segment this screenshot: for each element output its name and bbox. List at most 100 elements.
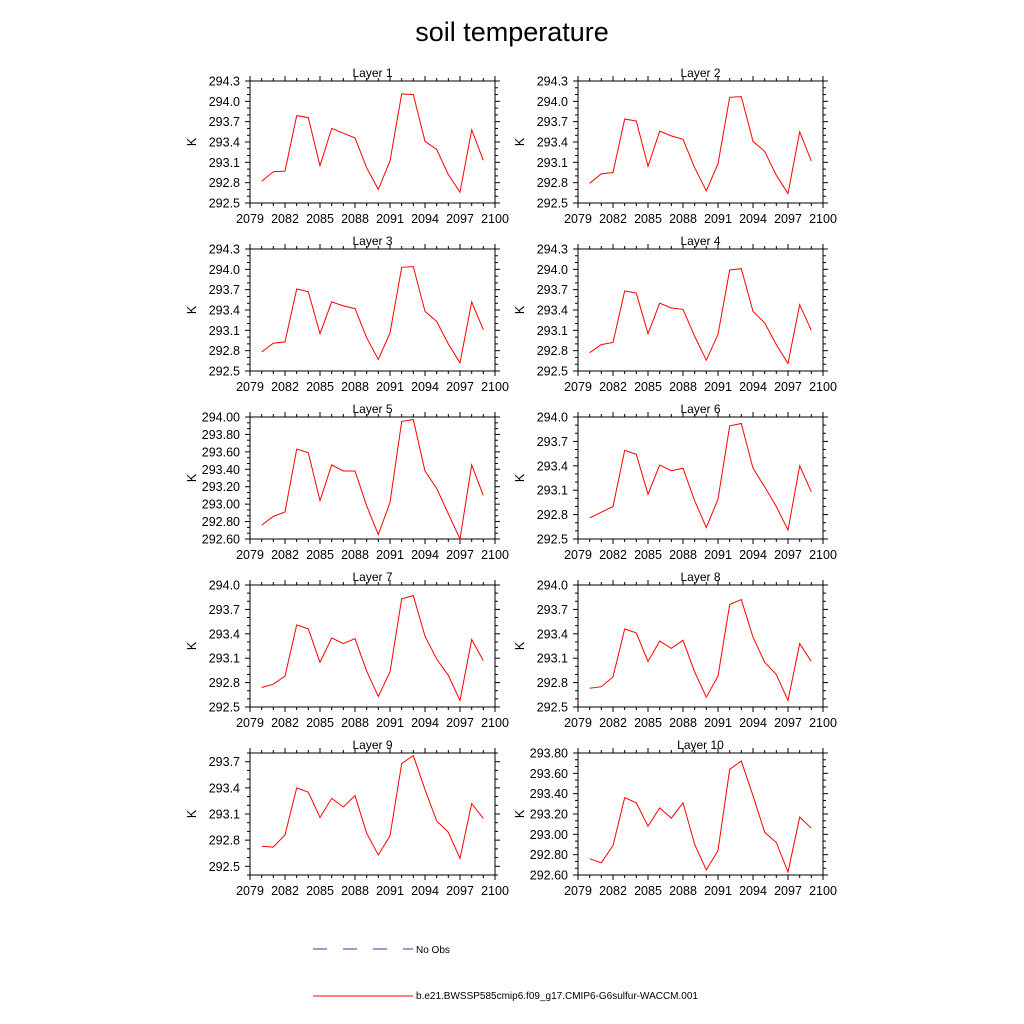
y-tick-label: 293.4 — [209, 136, 240, 150]
y-tick-label: 292.8 — [209, 176, 240, 190]
y-tick-label: 292.5 — [209, 860, 240, 874]
x-tick-label: 2082 — [599, 380, 627, 394]
x-tick-label: 2088 — [669, 380, 697, 394]
y-tick-label: 292.8 — [537, 176, 568, 190]
x-tick-label: 2085 — [634, 716, 662, 730]
x-tick-label: 2079 — [236, 548, 264, 562]
y-tick-label: 293.4 — [209, 627, 240, 641]
x-tick-label: 2091 — [376, 548, 404, 562]
series-line — [589, 598, 812, 703]
y-tick-label: 292.8 — [209, 676, 240, 690]
x-tick-label: 2097 — [774, 548, 802, 562]
x-tick-label: 2091 — [376, 380, 404, 394]
x-tick-label: 2079 — [564, 884, 592, 898]
x-tick-label: 2085 — [634, 380, 662, 394]
series-line — [589, 422, 812, 532]
y-tick-label: 294.3 — [209, 243, 240, 257]
series-line — [589, 268, 812, 365]
x-tick-label: 2082 — [271, 716, 299, 730]
x-tick-label: 2094 — [739, 380, 767, 394]
y-tick-label: 293.00 — [202, 498, 240, 512]
panel-title: Layer 8 — [680, 570, 720, 584]
x-tick-label: 2091 — [704, 716, 732, 730]
plot-frame — [249, 80, 496, 204]
panels: Layer 1 K 2079 2082 2085 2088 2091 2094 2097 2100… — [185, 66, 837, 898]
x-tick-label: 2091 — [704, 212, 732, 226]
y-axis-label: K — [513, 809, 527, 818]
panel-layer-5: Layer 5 K 2079 2082 2085 2088 2091 2094 2097 2100… — [185, 402, 509, 562]
y-tick-label: 293.7 — [537, 115, 568, 129]
x-tick-label: 2088 — [341, 380, 369, 394]
panel-layer-9: Layer 9 K 2079 2082 2085 2088 2091 2094 2097 2100… — [185, 738, 509, 898]
panel-layer-1: Layer 1 K 2079 2082 2085 2088 2091 2094 2097 2100… — [185, 66, 509, 226]
x-tick-label: 2097 — [446, 884, 474, 898]
y-tick-label: 293.1 — [209, 808, 240, 822]
panel-title: Layer 7 — [352, 570, 392, 584]
x-tick-label: 2097 — [774, 212, 802, 226]
y-tick-label: 293.4 — [537, 627, 568, 641]
y-tick-label: 294.0 — [209, 579, 240, 593]
y-tick-label: 293.1 — [209, 324, 240, 338]
x-tick-label: 2088 — [669, 212, 697, 226]
y-tick-label: 292.5 — [537, 701, 568, 715]
x-tick-label: 2094 — [739, 716, 767, 730]
y-tick-label: 293.1 — [537, 484, 568, 498]
y-tick-label: 293.7 — [209, 115, 240, 129]
y-tick-label: 293.4 — [537, 459, 568, 473]
y-tick-label: 293.40 — [202, 463, 240, 477]
x-tick-label: 2085 — [306, 380, 334, 394]
plot-frame — [249, 752, 496, 876]
x-tick-label: 2097 — [446, 548, 474, 562]
x-tick-label: 2094 — [739, 212, 767, 226]
x-tick-label: 2079 — [236, 212, 264, 226]
panel-layer-3: Layer 3 K 2079 2082 2085 2088 2091 2094 2097 2100… — [185, 234, 509, 394]
legend-label-model-run: b.e21.BWSSP585cmip6.f09_g17.CMIP6-G6sulf… — [416, 991, 698, 1002]
panel-layer-10: Layer 10 K 2079 2082 2085 2088 2091 2094 2097 210… — [513, 738, 837, 898]
y-tick-label: 292.8 — [209, 834, 240, 848]
x-tick-label: 2079 — [564, 212, 592, 226]
series-line — [589, 96, 812, 195]
x-tick-label: 2085 — [306, 716, 334, 730]
y-tick-label: 294.00 — [202, 411, 240, 425]
y-tick-label: 293.7 — [537, 435, 568, 449]
x-tick-label: 2088 — [669, 716, 697, 730]
y-tick-label: 294.0 — [537, 411, 568, 425]
y-axis-label: K — [513, 641, 527, 650]
x-tick-label: 2094 — [411, 884, 439, 898]
x-tick-label: 2091 — [704, 380, 732, 394]
x-tick-label: 2094 — [411, 716, 439, 730]
legend-label-no-obs: No Obs — [416, 945, 450, 956]
x-tick-label: 2100 — [809, 212, 837, 226]
y-tick-label: 293.7 — [209, 603, 240, 617]
y-tick-label: 293.40 — [530, 787, 568, 801]
y-axis-label: K — [185, 305, 199, 314]
y-tick-label: 293.60 — [530, 767, 568, 781]
y-tick-label: 292.80 — [202, 515, 240, 529]
x-tick-label: 2085 — [306, 548, 334, 562]
legend: No Obs b.e21.BWSSP585cmip6.f09_g17.CMIP6… — [313, 945, 698, 1002]
x-tick-label: 2088 — [341, 548, 369, 562]
plot-frame — [249, 248, 496, 372]
x-tick-label: 2100 — [481, 884, 509, 898]
plot-frame — [249, 584, 496, 708]
x-tick-label: 2082 — [599, 884, 627, 898]
x-tick-label: 2097 — [774, 884, 802, 898]
y-tick-label: 293.60 — [202, 445, 240, 459]
y-tick-label: 292.5 — [209, 701, 240, 715]
x-tick-label: 2094 — [411, 380, 439, 394]
x-tick-label: 2085 — [306, 884, 334, 898]
panel-layer-2: Layer 2 K 2079 2082 2085 2088 2091 2094 2097 2100… — [513, 66, 837, 226]
x-tick-label: 2100 — [809, 884, 837, 898]
y-tick-label: 292.60 — [530, 869, 568, 883]
y-tick-label: 293.7 — [537, 603, 568, 617]
x-tick-label: 2091 — [376, 212, 404, 226]
y-tick-label: 293.20 — [530, 808, 568, 822]
x-tick-label: 2082 — [599, 212, 627, 226]
panel-title: Layer 10 — [677, 738, 724, 752]
y-tick-label: 293.1 — [537, 652, 568, 666]
x-tick-label: 2082 — [271, 212, 299, 226]
y-axis-label: K — [513, 305, 527, 314]
panel-title: Layer 5 — [352, 402, 392, 416]
plot-frame — [249, 416, 496, 540]
